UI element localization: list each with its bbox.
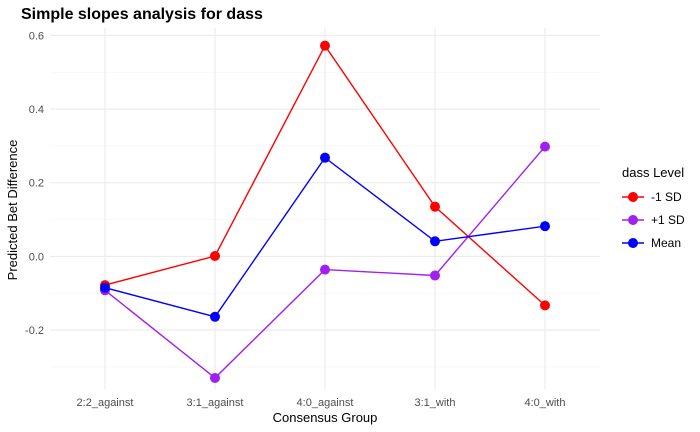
legend: dass Level -1 SD +1 SD Mean xyxy=(622,165,685,250)
series-points xyxy=(100,40,550,383)
legend-label: +1 SD xyxy=(651,213,685,227)
y-tick-label: 0.6 xyxy=(29,30,44,42)
data-point-1-sd xyxy=(210,251,220,262)
data-point-mean xyxy=(320,152,330,163)
data-point-mean xyxy=(540,221,550,232)
legend-title: dass Level xyxy=(622,165,684,180)
y-tick-label: 0.2 xyxy=(29,178,44,190)
y-tick-label: -0.2 xyxy=(25,325,44,337)
grid xyxy=(50,28,600,389)
x-axis-title: Consensus Group xyxy=(273,410,378,425)
y-axis-ticks: -0.2 0.0 0.2 0.4 0.6 xyxy=(25,30,44,337)
legend-key-point xyxy=(628,192,638,202)
data-point-mean xyxy=(210,311,220,322)
legend-label: Mean xyxy=(651,236,681,250)
data-point-1-sd xyxy=(320,264,330,275)
x-tick-label: 3:1_against xyxy=(187,397,244,409)
x-tick-label: 3:1_with xyxy=(415,397,456,409)
x-tick-label: 2:2_against xyxy=(77,397,134,409)
data-point-mean xyxy=(100,282,110,293)
x-tick-label: 4:0_with xyxy=(525,397,566,409)
data-point-1-sd xyxy=(210,372,220,383)
y-axis-title: Predicted Bet Difference xyxy=(5,140,20,281)
data-point-1-sd xyxy=(320,40,330,51)
data-point-1-sd xyxy=(430,201,440,212)
x-axis-ticks: 2:2_against 3:1_against 4:0_against 3:1_wit… xyxy=(77,397,566,409)
data-point-1-sd xyxy=(430,270,440,281)
data-point-1-sd xyxy=(540,141,550,152)
legend-key-point xyxy=(628,238,638,248)
legend-key-point xyxy=(628,215,638,225)
x-tick-label: 4:0_against xyxy=(297,397,354,409)
legend-label: -1 SD xyxy=(651,190,682,204)
y-tick-label: 0.4 xyxy=(29,104,44,116)
chart-title: Simple slopes analysis for dass xyxy=(21,6,263,23)
y-tick-label: 0.0 xyxy=(29,251,44,263)
data-point-1-sd xyxy=(540,300,550,311)
data-point-mean xyxy=(430,236,440,247)
